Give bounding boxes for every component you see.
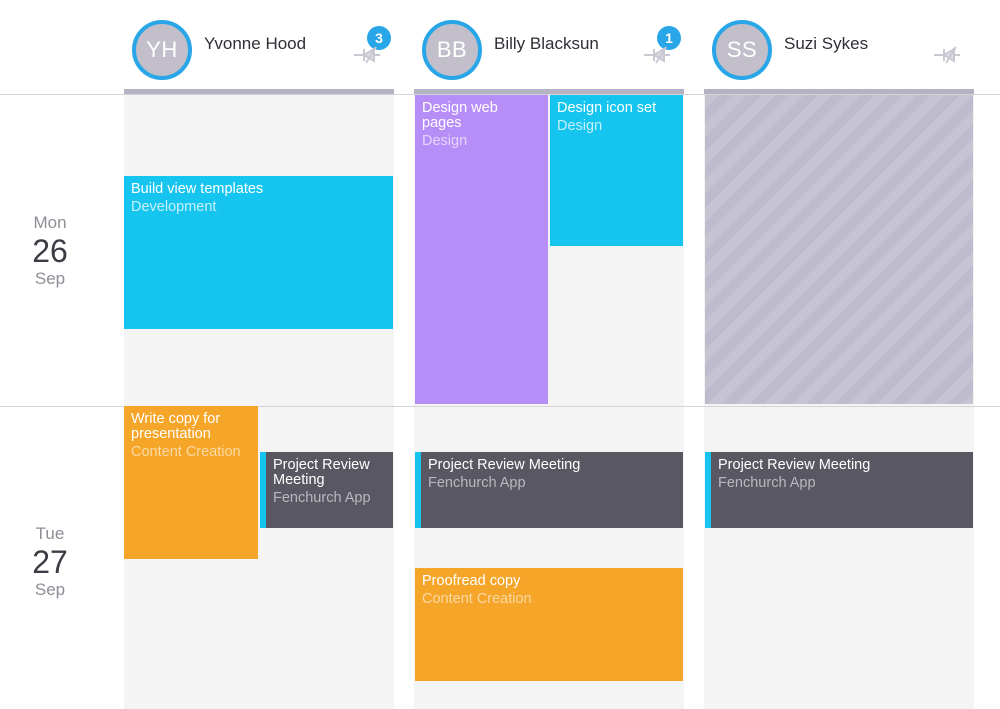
event-project-review-suzi[interactable]: Project Review Meeting Fenchurch App [705, 452, 973, 528]
unassign-pin-icon[interactable] [932, 45, 962, 65]
avatar[interactable]: BB [422, 20, 482, 80]
event-title: Project Review Meeting [428, 457, 581, 473]
event-category: Content Creation [422, 591, 532, 607]
event-project-review-billy[interactable]: Project Review Meeting Fenchurch App [415, 452, 683, 528]
event-title: Design web pages [422, 100, 498, 131]
event-title: Write copy for presentation [131, 411, 221, 442]
notification-badge[interactable]: 1 [657, 26, 681, 50]
event-category: Fenchurch App [428, 475, 526, 491]
event-write-copy[interactable]: Write copy for presentation Content Crea… [124, 406, 258, 559]
event-category: Fenchurch App [273, 490, 371, 506]
resource-header-suzi[interactable]: SS Suzi Sykes [712, 20, 982, 84]
event-title: Project Review Meeting [718, 457, 871, 473]
resource-name: Suzi Sykes [784, 34, 869, 53]
event-project-review-yvonne[interactable]: Project Review Meeting Fenchurch App [260, 452, 393, 528]
event-category: Development [131, 199, 217, 215]
unavailable-block [705, 95, 973, 404]
event-proofread-copy[interactable]: Proofread copy Content Creation [415, 568, 683, 681]
avatar-initials: BB [436, 37, 468, 62]
event-category: Fenchurch App [718, 475, 816, 491]
column-bar-suzi [704, 89, 974, 94]
unassign-pin-icon[interactable] [352, 45, 382, 65]
event-title: Proofread copy [422, 573, 521, 589]
avatar-initials: YH [146, 37, 178, 62]
avatar-initials: SS [726, 37, 758, 62]
date-label-mon: Mon 26 Sep [0, 213, 100, 289]
resource-header-billy[interactable]: BB Billy Blacksun 1 [422, 20, 692, 84]
event-title: Build view templates [131, 181, 264, 197]
day-of-week: Mon [33, 213, 67, 232]
month: Sep [34, 269, 66, 288]
event-design-web-pages[interactable]: Design web pages Design [415, 95, 548, 404]
day-number: 26 [32, 233, 68, 269]
resource-name: Billy Blacksun [494, 34, 599, 53]
day-divider [0, 406, 1000, 407]
avatar[interactable]: SS [712, 20, 772, 80]
date-label-tue: Tue 27 Sep [0, 524, 100, 600]
event-design-icon-set[interactable]: Design icon set Design [550, 95, 683, 246]
day-of-week: Tue [35, 524, 65, 543]
event-category: Design [422, 133, 468, 149]
unassign-pin-icon[interactable] [642, 45, 672, 65]
event-category: Content Creation [131, 444, 241, 460]
month: Sep [34, 580, 66, 599]
day-number: 27 [32, 544, 68, 580]
event-build-view-templates[interactable]: Build view templates Development [124, 176, 393, 329]
resource-name: Yvonne Hood [204, 34, 307, 53]
column-bar-yvonne [124, 89, 394, 94]
resource-header-yvonne[interactable]: YH Yvonne Hood 3 [132, 20, 402, 84]
event-title: Project Review Meeting [273, 457, 370, 488]
avatar[interactable]: YH [132, 20, 192, 80]
event-title: Design icon set [557, 100, 657, 116]
header-divider [0, 94, 1000, 95]
event-category: Design [557, 118, 603, 134]
column-bar-billy [414, 89, 684, 94]
notification-badge[interactable]: 3 [367, 26, 391, 50]
